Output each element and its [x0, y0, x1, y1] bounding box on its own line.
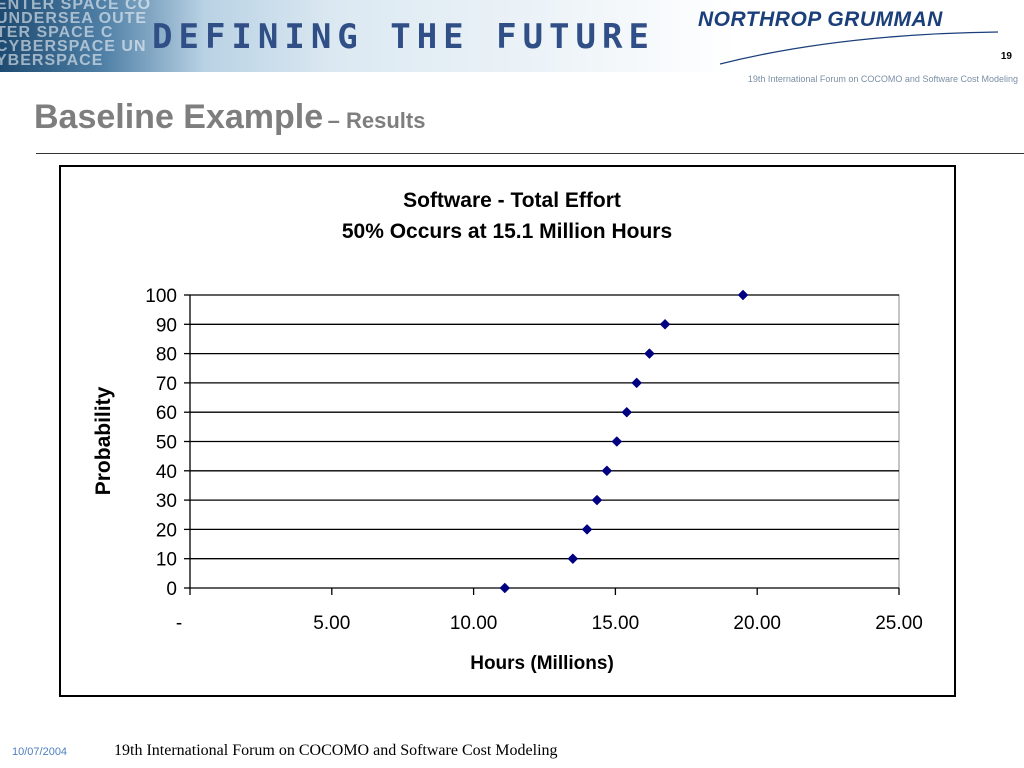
data-point	[499, 582, 511, 594]
data-point	[581, 524, 593, 535]
y-tick-label: 60	[156, 403, 177, 424]
x-tick-label: -	[176, 613, 182, 634]
background-word: ENTER SPACE CO	[0, 0, 152, 13]
data-point	[659, 318, 671, 330]
background-word: TER SPACE C	[0, 24, 114, 41]
chart-title: Software - Total Effort	[403, 189, 621, 212]
header-conference: 19th International Forum on COCOMO and S…	[747, 74, 1018, 84]
title-divider	[36, 153, 1024, 154]
y-tick-label: 0	[166, 579, 177, 600]
data-point	[611, 436, 623, 447]
y-axis-label: Probability	[92, 386, 115, 495]
header-banner: ENTER SPACE CO UNDERSEA OUTE TER SPACE C…	[0, 0, 1024, 72]
footer-date: 10/07/2004	[12, 746, 68, 758]
y-tick-label: 20	[156, 520, 177, 541]
background-word: YBERSPACE	[0, 52, 104, 69]
background-words: ENTER SPACE CO UNDERSEA OUTE TER SPACE C…	[0, 0, 240, 72]
x-tick-label: 5.00	[313, 613, 350, 634]
y-tick-label: 50	[156, 433, 177, 454]
company-logo: NORTHROP GRUMMAN	[698, 8, 943, 31]
x-tick-label: 15.00	[592, 613, 640, 634]
x-tick-label: 10.00	[450, 613, 498, 634]
data-point	[591, 494, 603, 506]
y-tick-label: 40	[156, 462, 177, 483]
background-word: CYBERSPACE UN	[0, 38, 147, 55]
y-tick-label: 10	[156, 550, 177, 571]
background-word: UNDERSEA OUTE	[0, 10, 148, 27]
x-tick-label: 25.00	[875, 613, 923, 634]
scatter-chart: 0 10 20 30 40 50 60 70 80 90 100 - 5.00 10.00 15.00 20.…	[92, 189, 923, 674]
logo-swoosh-icon	[720, 31, 999, 65]
y-tick-label: 30	[156, 491, 177, 512]
slide-number: 19	[1000, 51, 1012, 62]
chart-frame: 0 10 20 30 40 50 60 70 80 90 100 - 5.00 10.00 15.00 20.…	[59, 165, 956, 697]
chart-subtitle: 50% Occurs at 15.1 Million Hours	[342, 220, 672, 243]
title-main: Baseline Example	[34, 98, 324, 136]
tagline: DEFINING THE FUTURE	[152, 20, 655, 55]
title-sub: – Results	[327, 108, 426, 133]
y-tick-label: 80	[156, 345, 177, 366]
x-tick-label: 20.00	[733, 613, 781, 634]
footer-text: 19th International Forum on COCOMO and S…	[114, 742, 558, 759]
y-tick-label: 100	[145, 286, 177, 307]
data-point	[567, 553, 579, 565]
data-point	[601, 465, 613, 477]
data-point	[737, 289, 749, 301]
tagline-text: DEFINING THE FUTURE	[152, 17, 655, 57]
y-tick-label: 90	[156, 315, 177, 336]
data-point	[631, 377, 643, 389]
x-axis-label: Hours (Millions)	[470, 653, 614, 674]
data-point	[621, 406, 633, 418]
page-title: Baseline Example – Results	[34, 98, 425, 137]
data-point	[644, 348, 655, 359]
y-tick-label: 70	[156, 374, 177, 395]
